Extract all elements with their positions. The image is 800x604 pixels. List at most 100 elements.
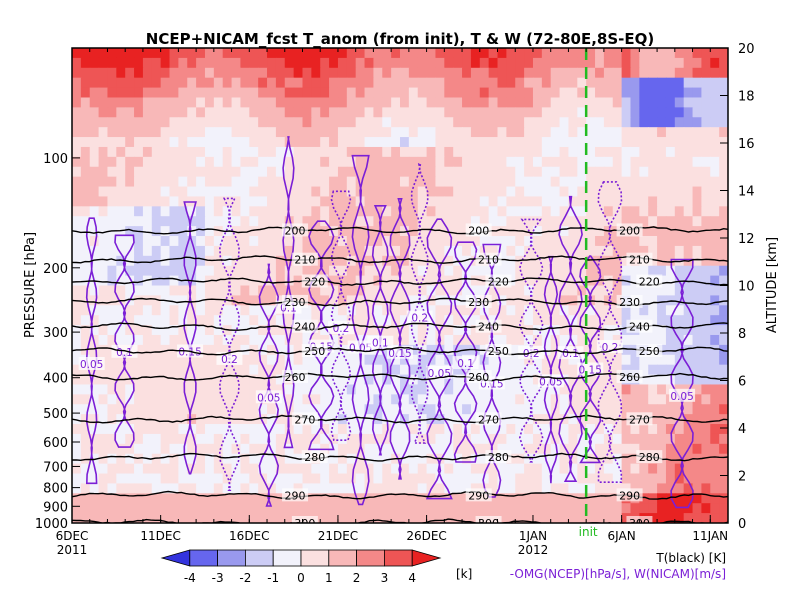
- anomaly-cell: [302, 67, 312, 79]
- anomaly-cell: [603, 107, 614, 118]
- anomaly-cell: [275, 48, 286, 59]
- anomaly-cell: [72, 206, 82, 217]
- anomaly-cell: [151, 77, 162, 89]
- anomaly-cell: [231, 433, 242, 445]
- anomaly-cell: [506, 443, 516, 455]
- anomaly-cell: [284, 67, 295, 79]
- anomaly-cell: [134, 48, 144, 59]
- anomaly-cell: [692, 424, 702, 435]
- anomaly-cell: [639, 493, 649, 504]
- anomaly-cell: [400, 424, 410, 435]
- anomaly-cell: [311, 473, 321, 485]
- anomaly-cell: [169, 473, 179, 485]
- anomaly-cell: [134, 354, 144, 366]
- anomaly-cell: [249, 424, 259, 435]
- anomaly-cell: [701, 137, 711, 148]
- anomaly-cell: [231, 265, 242, 277]
- anomaly-cell: [577, 513, 587, 523]
- anomaly-cell: [302, 77, 312, 89]
- anomaly-cell: [116, 275, 126, 287]
- anomaly-cell: [275, 196, 286, 207]
- anomaly-cell: [125, 453, 135, 465]
- anomaly-cell: [275, 117, 286, 128]
- anomaly-cell: [204, 354, 215, 366]
- anomaly-cell: [320, 325, 330, 336]
- anomaly-cell: [559, 453, 570, 465]
- isotherm-label-bg: [465, 223, 492, 237]
- anomaly-cell: [364, 354, 374, 366]
- anomaly-cell: [479, 137, 490, 148]
- anomaly-cell: [692, 275, 702, 287]
- anomaly-cell: [213, 433, 224, 445]
- anomaly-cell: [160, 206, 171, 217]
- anomaly-cell: [169, 463, 179, 475]
- anomaly-cell: [568, 87, 578, 99]
- anomaly-cell: [719, 67, 728, 79]
- anomaly-cell: [444, 295, 454, 306]
- anomaly-cell: [169, 146, 179, 158]
- anomaly-cell: [568, 483, 578, 494]
- anomaly-cell: [506, 87, 516, 99]
- anomaly-cell: [657, 97, 667, 108]
- anomaly-cell: [550, 206, 561, 217]
- anomaly-cell: [701, 265, 711, 277]
- anomaly-cell: [435, 236, 445, 247]
- anomaly-cell: [719, 87, 728, 99]
- anomaly-cell: [311, 354, 321, 366]
- anomaly-cell: [231, 245, 242, 257]
- anomaly-cell: [692, 186, 702, 198]
- anomaly-cell: [80, 186, 91, 198]
- anomaly-cell: [506, 196, 516, 207]
- anomaly-cell: [595, 156, 605, 168]
- anomaly-cell: [426, 424, 437, 435]
- anomaly-cell: [196, 245, 206, 257]
- colorbar-swatch: [244, 549, 274, 567]
- anomaly-cell: [337, 206, 348, 217]
- anomaly-cell: [710, 295, 720, 306]
- anomaly-cell: [435, 344, 445, 356]
- anomaly-cell: [240, 374, 250, 386]
- anomaly-cell: [160, 414, 171, 425]
- anomaly-cell: [683, 493, 694, 504]
- anomaly-cell: [142, 394, 153, 405]
- anomaly-cell: [80, 127, 91, 138]
- anomaly-cell: [701, 67, 711, 79]
- anomaly-cell: [435, 503, 445, 514]
- anomaly-cell: [719, 433, 728, 445]
- anomaly-cell: [603, 48, 614, 59]
- anomaly-cell: [559, 354, 570, 366]
- anomaly-cell: [657, 315, 667, 326]
- anomaly-cell: [196, 315, 206, 326]
- anomaly-cell: [524, 97, 534, 108]
- anomaly-cell: [329, 146, 339, 158]
- anomaly-cell: [346, 433, 357, 445]
- anomaly-cell: [497, 97, 507, 108]
- anomaly-cell: [524, 57, 534, 69]
- anomaly-cell: [293, 334, 304, 346]
- anomaly-cell: [275, 137, 286, 148]
- anomaly-cell: [719, 463, 728, 475]
- anomaly-cell: [435, 305, 445, 316]
- isotherm-label: 200: [619, 224, 640, 237]
- anomaly-cell: [373, 57, 383, 69]
- anomaly-cell: [142, 483, 153, 494]
- plot-area: 0.050.10.150.20.050.10.150.20.050.10.150…: [72, 48, 728, 523]
- isotherm-label: 260: [285, 371, 306, 384]
- anomaly-cell: [320, 483, 330, 494]
- anomaly-cell: [541, 364, 552, 376]
- anomaly-cell: [710, 493, 720, 504]
- anomaly-cell: [674, 226, 685, 237]
- anomaly-cell: [692, 255, 702, 267]
- anomaly-cell: [648, 483, 658, 494]
- anomaly-cell: [107, 493, 117, 504]
- anomaly-cell: [497, 315, 507, 326]
- anomaly-cell: [541, 48, 552, 59]
- anomaly-cell: [267, 67, 277, 79]
- anomaly-cell: [178, 334, 188, 346]
- anomaly-cell: [453, 344, 463, 356]
- anomaly-cell: [337, 226, 348, 237]
- anomaly-cell: [89, 166, 100, 178]
- anomaly-cell: [151, 57, 162, 69]
- anomaly-cell: [160, 156, 171, 168]
- anomaly-cell: [453, 275, 463, 287]
